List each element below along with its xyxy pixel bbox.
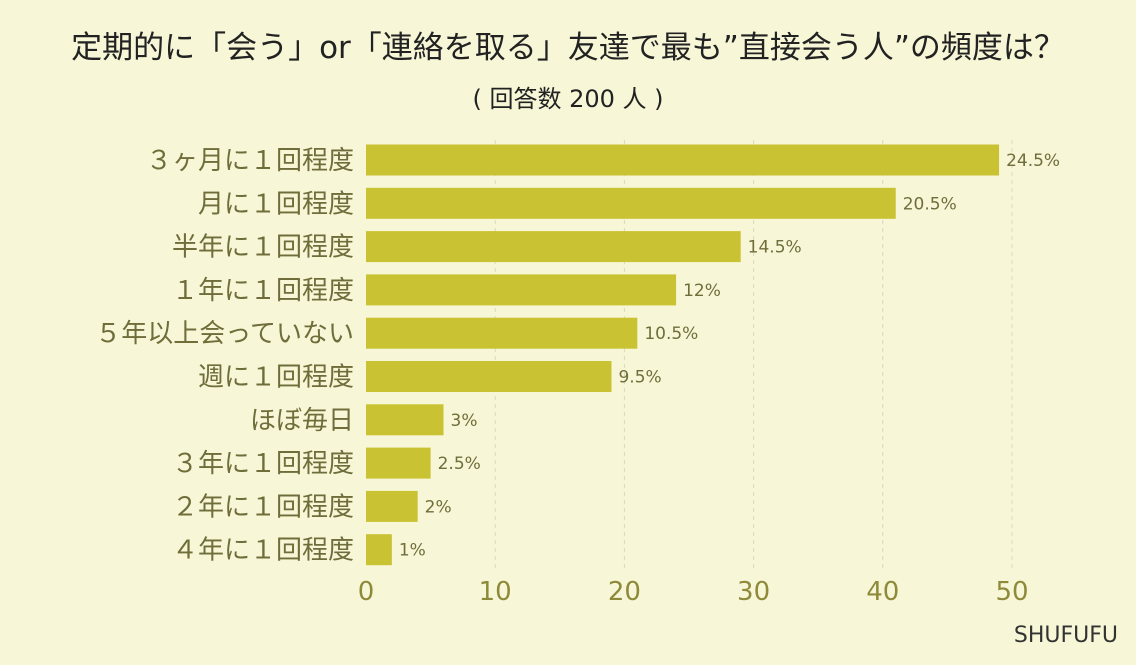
bar-6 xyxy=(366,404,444,436)
category-label-2: 半年に１回程度 xyxy=(172,233,354,263)
x-tick-label-50: 50 xyxy=(995,577,1028,607)
bar-8 xyxy=(366,490,418,522)
bar-1 xyxy=(366,187,896,219)
bar-9 xyxy=(366,534,392,566)
chart-subtitle: ( 回答数 200 人 ) xyxy=(472,85,663,113)
value-label-0: 24.5% xyxy=(1006,151,1060,171)
category-label-5: 週に１回程度 xyxy=(198,363,354,393)
value-label-6: 3% xyxy=(451,411,478,431)
category-label-3: １年に１回程度 xyxy=(172,276,354,306)
x-tick-label-0: 0 xyxy=(358,577,375,607)
category-label-8: ２年に１回程度 xyxy=(172,492,354,522)
bar-3 xyxy=(366,274,677,306)
x-tick-label-10: 10 xyxy=(479,577,512,607)
value-label-1: 20.5% xyxy=(903,194,957,214)
category-label-9: ４年に１回程度 xyxy=(172,536,354,566)
value-label-9: 1% xyxy=(399,541,426,561)
label-layer: ３ヶ月に１回程度 24.5% 月に１回程度 20.5% 半年に１回程度 14.5% １年に１… xyxy=(95,146,1060,566)
chart-title: 定期的に「会う」or「連絡を取る」友達で最も”直接会う人”の頻度は？ xyxy=(71,30,1065,66)
x-tick-label-20: 20 xyxy=(608,577,641,607)
bar-layer xyxy=(366,144,1000,566)
bar-5 xyxy=(366,361,612,392)
tick-layer: 0 10 20 30 40 50 xyxy=(358,577,1029,607)
bar-0 xyxy=(366,144,1000,176)
value-label-8: 2% xyxy=(425,497,452,517)
value-label-5: 9.5% xyxy=(618,368,661,388)
category-label-0: ３ヶ月に１回程度 xyxy=(146,146,354,176)
value-label-7: 2.5% xyxy=(438,454,481,474)
category-label-1: 月に１回程度 xyxy=(198,189,354,219)
x-tick-label-40: 40 xyxy=(866,577,899,607)
x-tick-label-30: 30 xyxy=(737,577,770,607)
bar-7 xyxy=(366,447,431,479)
category-label-6: ほぼ毎日 xyxy=(250,406,354,436)
bar-4 xyxy=(366,317,638,349)
value-label-3: 12% xyxy=(683,281,721,301)
value-label-4: 10.5% xyxy=(644,324,698,344)
value-label-2: 14.5% xyxy=(748,238,802,258)
category-label-4: ５年以上会っていない xyxy=(95,319,354,349)
brand-label: SHUFUFU xyxy=(1014,623,1118,648)
category-label-7: ３年に１回程度 xyxy=(172,449,354,479)
bar-2 xyxy=(366,231,741,263)
